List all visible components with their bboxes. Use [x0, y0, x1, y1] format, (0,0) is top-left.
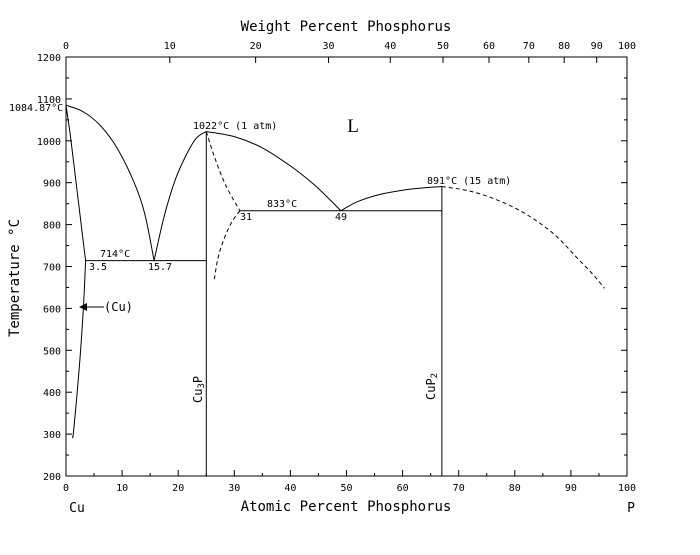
- right-element-label: P: [627, 501, 635, 516]
- top-tick-label: 20: [250, 41, 262, 52]
- top-tick-label: 0: [63, 41, 69, 52]
- bottom-tick-label: 100: [618, 483, 636, 494]
- left-tick-label: 800: [43, 221, 61, 232]
- cup2-label-subscript: 2: [430, 373, 440, 378]
- cu3p-phase-label: Cu3P: [191, 376, 207, 403]
- left-tick-label: 500: [43, 346, 61, 357]
- top-tick-label: 50: [437, 41, 449, 52]
- top-tick-label: 10: [164, 41, 176, 52]
- eutectic-1-right-label: 15.7: [148, 262, 172, 273]
- cup2-label-part-1: CuP: [424, 378, 438, 400]
- bottom-tick-label: 80: [509, 483, 521, 494]
- left-tick-label: 1000: [37, 137, 61, 148]
- cu-solidus-curve: [65, 105, 87, 261]
- cu3p-metastable-left-curve: [213, 210, 241, 282]
- y-axis-title: Temperature °C: [7, 219, 23, 337]
- bottom-tick-label: 50: [340, 483, 352, 494]
- cup2-melting-label: 891°C (15 atm): [427, 176, 511, 187]
- bottom-tick-label: 10: [116, 483, 128, 494]
- top-tick-label: 30: [323, 41, 335, 52]
- cu3p-liquidus-right-curve: [206, 131, 342, 212]
- cup2-liquidus-left-curve: [340, 186, 442, 212]
- cu-solvus-curve: [72, 260, 87, 439]
- top-tick-label: 80: [558, 41, 570, 52]
- top-tick-label: 40: [384, 41, 396, 52]
- top-tick-label: 70: [523, 41, 535, 52]
- left-tick-label: 900: [43, 179, 61, 190]
- cu3p-melting-label: 1022°C (1 atm): [193, 121, 277, 132]
- bottom-tick-label: 0: [63, 483, 69, 494]
- cu-phase-arrowhead: [79, 303, 87, 311]
- top-tick-label: 100: [618, 41, 636, 52]
- left-tick-label: 600: [43, 304, 61, 315]
- eutectic-1-temp-label: 714°C: [100, 249, 130, 260]
- cup2-phase-label: CuP2: [424, 373, 440, 400]
- bottom-tick-label: 20: [172, 483, 184, 494]
- cu3p-label-part-2: P: [191, 376, 205, 383]
- left-tick-label: 1200: [37, 53, 61, 64]
- top-axis-ticks: 0 10 20 30 40 50 60 70 80 90 100: [63, 41, 636, 63]
- cu3p-liquidus-left-curve: [153, 131, 207, 261]
- eutectic-2-temp-label: 833°C: [267, 199, 297, 210]
- left-axis-ticks: 200 300 400 500 600 700 800 900 1000 1100 1200: [37, 53, 72, 483]
- right-axis-ticks: [621, 56, 627, 477]
- bottom-tick-label: 40: [284, 483, 296, 494]
- eutectic-1-left-label: 3.5: [89, 262, 107, 273]
- left-tick-label: 400: [43, 388, 61, 399]
- bottom-axis-ticks: 0 10 20 30 40 50 60 70 80 90 100: [63, 470, 636, 494]
- left-tick-label: 200: [43, 472, 61, 483]
- bottom-tick-label: 70: [453, 483, 465, 494]
- liquid-phase-label: L: [347, 116, 359, 137]
- cu-phase-label: (Cu): [104, 300, 133, 314]
- cu3p-label-subscript: 3: [197, 383, 207, 388]
- bottom-tick-label: 30: [228, 483, 240, 494]
- left-element-label: Cu: [69, 501, 85, 516]
- cu-melting-label: 1084.87°C: [9, 103, 63, 114]
- cup2-metastable-curve: [441, 186, 605, 289]
- cu3p-label-part-1: Cu: [191, 389, 205, 403]
- left-tick-label: 700: [43, 263, 61, 274]
- left-tick-label: 1100: [37, 95, 61, 106]
- eutectic-2-right-label: 49: [335, 212, 347, 223]
- bottom-tick-label: 60: [397, 483, 409, 494]
- top-axis-title: Weight Percent Phosphorus: [241, 19, 452, 35]
- cu3p-metastable-right-curve: [205, 131, 241, 212]
- top-tick-label: 60: [483, 41, 495, 52]
- top-tick-label: 90: [591, 41, 603, 52]
- left-tick-label: 300: [43, 430, 61, 441]
- bottom-axis-title: Atomic Percent Phosphorus: [241, 499, 452, 515]
- bottom-tick-label: 90: [565, 483, 577, 494]
- eutectic-2-left-label: 31: [240, 212, 252, 223]
- cu-liquidus-curve: [65, 104, 155, 261]
